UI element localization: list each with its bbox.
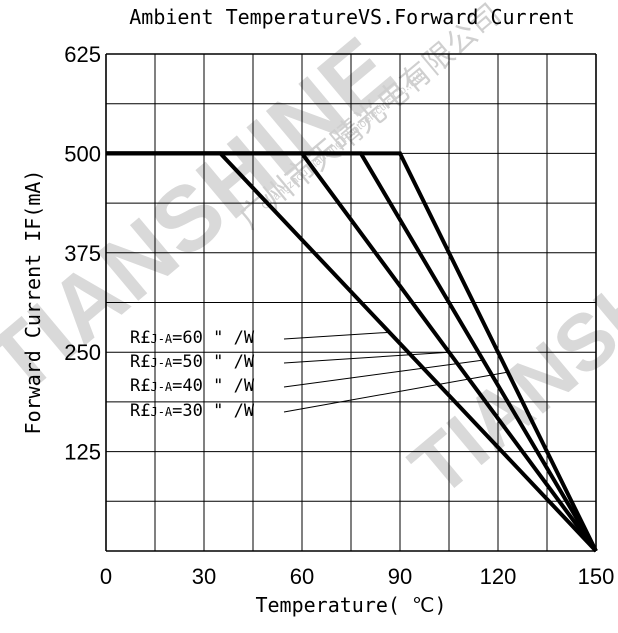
tick-labels: 0 30 60 90 120 150 125 250 375 500 625 bbox=[64, 42, 614, 589]
grid bbox=[105, 53, 597, 552]
y-tick-label: 625 bbox=[64, 42, 101, 67]
x-tick-label: 60 bbox=[290, 564, 314, 589]
chart-title: Ambient TemperatureVS.Forward Current bbox=[129, 5, 575, 29]
legend: R£J-A=60 " /W R£J-A=50 " /W R£J-A=40 " /W R… bbox=[130, 328, 508, 421]
x-tick-label: 30 bbox=[192, 564, 216, 589]
legend-label: R£J-A=30 " /W bbox=[130, 401, 255, 421]
y-tick-label: 375 bbox=[64, 241, 101, 266]
x-tick-label: 0 bbox=[100, 564, 112, 589]
y-tick-label: 250 bbox=[64, 340, 101, 365]
legend-label: R£J-A=60 " /W bbox=[130, 328, 255, 348]
y-tick-label: 500 bbox=[64, 141, 101, 166]
y-tick-label: 125 bbox=[64, 440, 101, 465]
x-tick-label: 120 bbox=[480, 564, 517, 589]
x-axis-label: Temperature( ℃) bbox=[255, 593, 446, 617]
watermark-brand-right: TIANSHINE bbox=[394, 168, 618, 513]
legend-leader-line bbox=[283, 371, 508, 413]
x-tick-label: 90 bbox=[388, 564, 412, 589]
legend-leader-line bbox=[283, 331, 390, 340]
legend-label: R£J-A=40 " /W bbox=[130, 376, 255, 396]
legend-label: R£J-A=50 " /W bbox=[130, 352, 255, 372]
x-tick-label: 150 bbox=[578, 564, 615, 589]
series-lines bbox=[106, 151, 598, 553]
legend-leader-line bbox=[283, 351, 450, 364]
series-line bbox=[106, 151, 598, 552]
y-axis-label: Forward Current IF(mA) bbox=[21, 170, 45, 435]
legend-leader-line bbox=[283, 359, 484, 388]
